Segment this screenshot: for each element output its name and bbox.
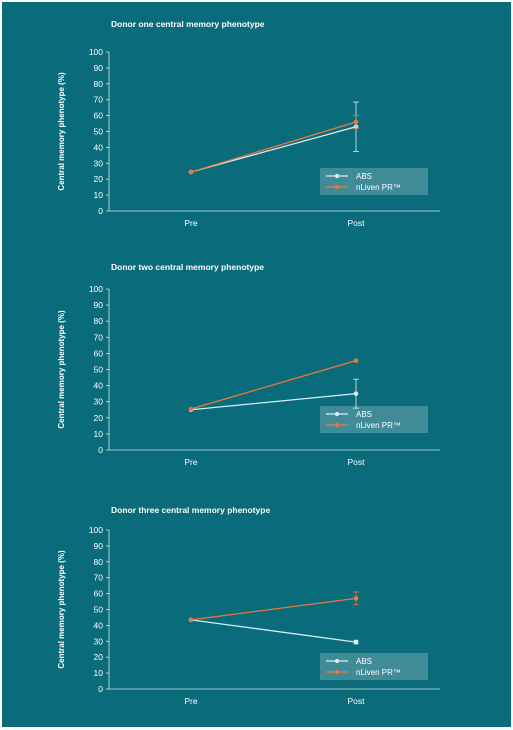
legend-label: ABS [356,172,372,181]
series-line-1 [190,393,357,411]
y-tick-label: 40 [94,142,104,152]
y-tick-label: 70 [94,332,104,342]
legend: ABS nLiven PR™ [320,406,428,433]
y-tick-label: 20 [94,413,104,423]
legend: ABS nLiven PR™ [320,168,428,195]
y-tick-label: 60 [94,589,104,599]
legend-swatch-marker [334,422,340,428]
y-axis-label: Central memory phenotype (%) [57,72,66,191]
legend-box [320,168,428,195]
y-tick-label: 80 [94,316,104,326]
x-tick-label: Post [347,696,365,706]
y-tick-label: 70 [94,95,104,105]
chart-title: Donor one central memory phenotype [111,19,265,29]
y-tick-label: 100 [89,47,103,57]
legend-swatch-marker [334,658,340,664]
y-tick-label: 100 [89,284,103,294]
y-axis-label: Central memory phenotype (%) [57,550,66,669]
y-tick-label: 70 [94,573,104,583]
data-point [188,617,194,623]
y-tick-label: 30 [94,397,104,407]
y-tick-label: 40 [94,620,104,630]
y-tick-label: 30 [94,158,104,168]
y-tick-label: 30 [94,636,104,646]
y-tick-label: 20 [94,174,104,184]
series-line-2 [190,360,357,410]
x-tick-label: Pre [184,696,198,706]
y-tick-label: 60 [94,348,104,358]
y-axis-label: Central memory phenotype (%) [57,310,66,429]
y-tick-label: 50 [94,365,104,375]
y-tick-label: 40 [94,381,104,391]
y-tick-label: 20 [94,652,104,662]
data-point [353,391,359,396]
series-line-1 [190,126,357,173]
data-point [353,119,359,125]
data-point [353,639,359,645]
legend-swatch-marker [334,411,340,417]
y-tick-label: 90 [94,63,104,73]
legend-box [320,406,428,433]
legend-label: ABS [356,657,372,666]
y-tick-label: 60 [94,111,104,121]
x-tick-label: Post [347,218,365,228]
x-tick-label: Post [347,457,365,467]
legend-box [320,653,428,680]
y-tick-label: 50 [94,605,104,615]
series-line-2 [190,121,357,173]
legend-label: nLiven PR™ [356,668,401,677]
y-tick-label: 10 [94,429,104,439]
y-tick-label: 90 [94,300,104,310]
data-point [188,406,194,412]
y-tick-label: 10 [94,190,104,200]
chart-2: Donor two central memory phenotype Centra… [57,262,440,467]
legend-swatch-marker [334,173,340,179]
legend-swatch-marker [334,669,340,675]
series-line-1 [190,619,357,643]
y-tick-label: 0 [98,684,103,694]
chart-1: Donor one central memory phenotype Centra… [57,19,440,228]
chart-title: Donor two central memory phenotype [111,262,264,272]
y-tick-label: 0 [98,445,103,455]
y-tick-label: 0 [98,206,103,216]
legend-label: nLiven PR™ [356,183,401,192]
y-tick-label: 80 [94,557,104,567]
legend-label: ABS [356,410,372,419]
series-line-2 [190,597,357,621]
x-tick-label: Pre [184,218,198,228]
legend: ABS nLiven PR™ [320,653,428,680]
y-tick-label: 100 [89,525,103,535]
chart-title: Donor three central memory phenotype [111,505,270,515]
y-tick-label: 50 [94,127,104,137]
chart-3: Donor three central memory phenotype Cent… [57,505,440,706]
x-tick-label: Pre [184,457,198,467]
legend-swatch-marker [334,184,340,190]
y-tick-label: 10 [94,668,104,678]
y-tick-label: 90 [94,541,104,551]
data-point [188,169,194,175]
y-tick-label: 80 [94,79,104,89]
legend-label: nLiven PR™ [356,421,401,430]
data-point [353,596,359,601]
data-point [353,358,359,363]
